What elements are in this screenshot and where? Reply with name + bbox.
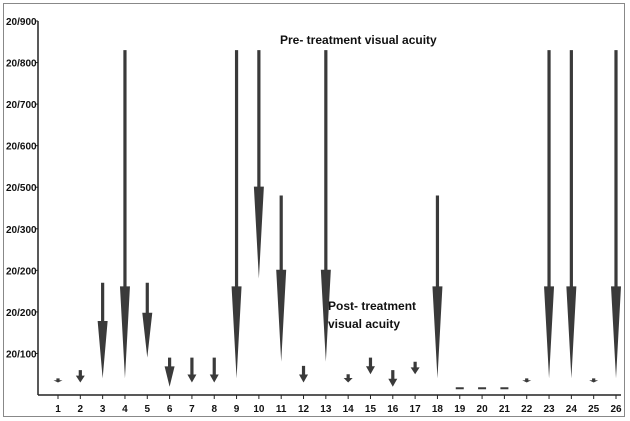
acuity-change-arrow <box>209 357 219 383</box>
x-tick-label: 3 <box>100 404 106 415</box>
arrows <box>53 50 621 390</box>
acuity-change-arrow <box>253 50 264 279</box>
x-tick-label: 8 <box>211 404 217 415</box>
acuity-change-arrow <box>388 370 398 387</box>
x-tick-label: 4 <box>122 404 128 415</box>
x-tick-label: 18 <box>432 404 444 415</box>
acuity-change-arrow <box>611 50 621 379</box>
x-tick-label: 22 <box>521 404 533 415</box>
y-tick-label: 20/500 <box>6 183 37 194</box>
x-tick-label: 12 <box>298 404 310 415</box>
x-tick-label: 23 <box>543 404 555 415</box>
acuity-change-arrow <box>343 374 353 383</box>
acuity-change-arrow <box>53 378 63 383</box>
acuity-change-arrow <box>522 378 532 383</box>
acuity-change-arrow <box>455 387 464 390</box>
acuity-change-arrow <box>142 282 153 358</box>
acuity-change-arrow <box>320 50 331 362</box>
acuity-change-arrow <box>75 370 85 383</box>
y-tick-label: 20/100 <box>6 349 37 360</box>
post-treatment-annotation-line1: Post- treatment <box>328 299 416 313</box>
x-tick-label: 2 <box>78 404 84 415</box>
y-tick-label: 20/200 <box>6 266 37 277</box>
x-tick-label: 11 <box>276 404 287 415</box>
acuity-change-arrow <box>478 387 487 390</box>
acuity-change-arrow <box>365 357 375 375</box>
acuity-change-arrow <box>97 282 108 379</box>
acuity-change-arrow <box>432 195 443 379</box>
acuity-change-arrow <box>299 365 309 383</box>
x-tick-label: 24 <box>566 404 578 415</box>
acuity-change-arrow <box>276 195 287 362</box>
chart-svg: 20/100 20/200 20/200 20/300 20/500 20/600 20/7… <box>6 17 622 415</box>
acuity-change-arrow <box>544 50 555 379</box>
acuity-change-arrow <box>566 50 577 379</box>
x-tick-label: 26 <box>610 404 622 415</box>
x-tick-label: 7 <box>189 404 195 415</box>
y-ticks: 20/100 20/200 20/200 20/300 20/500 20/600 20/7… <box>6 17 38 360</box>
acuity-change-arrow <box>410 361 420 375</box>
x-tick-label: 21 <box>499 404 511 415</box>
x-tick-label: 15 <box>365 404 377 415</box>
acuity-change-arrow <box>119 50 130 379</box>
acuity-change-arrow <box>500 387 509 390</box>
y-tick-label: 20/300 <box>6 225 37 236</box>
y-tick-label: 20/900 <box>6 17 37 28</box>
y-tick-label: 20/200 <box>6 308 37 319</box>
x-tick-label: 9 <box>234 404 240 415</box>
axes <box>37 21 621 396</box>
post-treatment-annotation-line2: visual acuity <box>328 317 400 331</box>
x-tick-label: 19 <box>454 404 466 415</box>
y-tick-label: 20/800 <box>6 59 37 70</box>
y-tick-label: 20/700 <box>6 100 37 111</box>
x-ticks: 1 2 3 4 5 6 7 8 9 10 11 12 13 14 15 16 17 18 19 20 21 22 23 24 2… <box>55 395 622 415</box>
acuity-change-arrow <box>164 357 175 387</box>
x-tick-label: 17 <box>410 404 422 415</box>
acuity-change-arrow <box>187 357 197 383</box>
x-tick-label: 5 <box>144 404 150 415</box>
x-tick-label: 25 <box>588 404 600 415</box>
acuity-change-arrow <box>589 378 599 383</box>
pre-treatment-annotation: Pre- treatment visual acuity <box>280 33 437 47</box>
x-tick-label: 16 <box>387 404 399 415</box>
chart-frame: 20/100 20/200 20/200 20/300 20/500 20/600 20/7… <box>3 3 625 417</box>
y-tick-label: 20/600 <box>6 142 37 153</box>
x-tick-label: 14 <box>343 404 355 415</box>
x-tick-label: 10 <box>253 404 265 415</box>
x-tick-label: 1 <box>55 404 61 415</box>
acuity-change-arrow <box>231 50 242 379</box>
x-tick-label: 6 <box>167 404 173 415</box>
x-tick-label: 13 <box>320 404 332 415</box>
x-tick-label: 20 <box>477 404 489 415</box>
